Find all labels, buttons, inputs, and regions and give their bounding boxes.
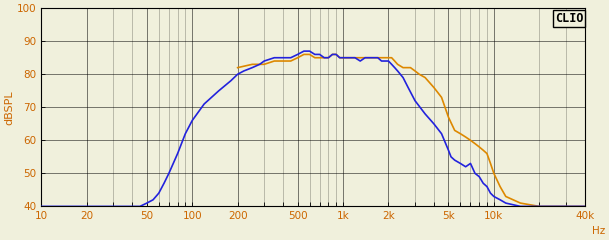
Text: Hz: Hz xyxy=(591,226,605,236)
Text: CLIO: CLIO xyxy=(555,12,583,25)
Y-axis label: dBSPL: dBSPL xyxy=(4,90,14,125)
